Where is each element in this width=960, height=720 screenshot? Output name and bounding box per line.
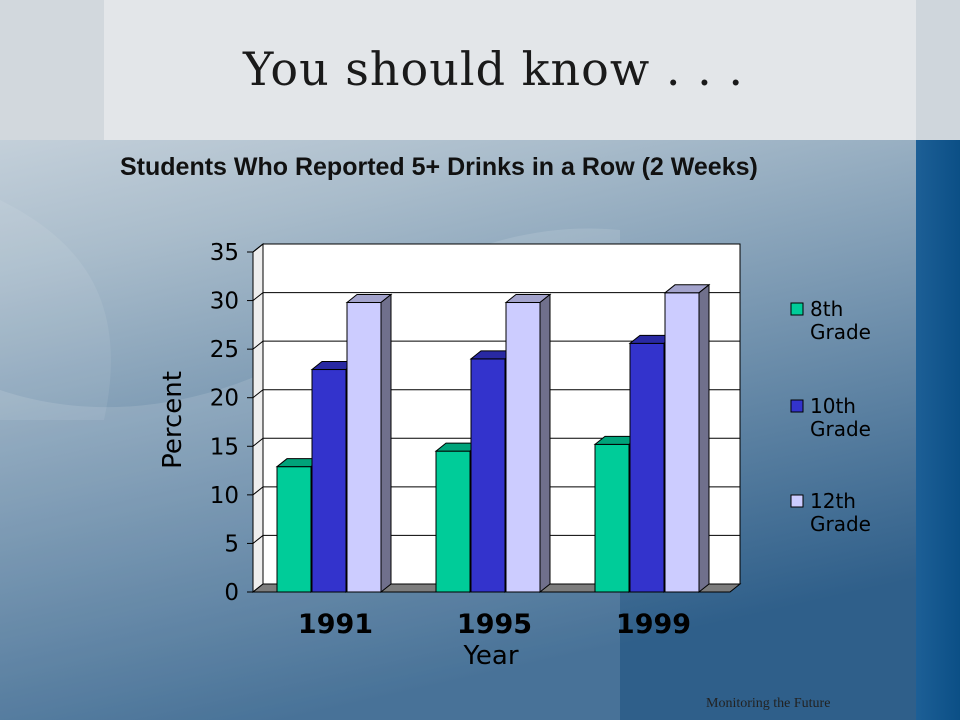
bar-front (276, 466, 312, 593)
gridline (252, 340, 740, 350)
gridline (252, 292, 740, 301)
gridline (252, 534, 740, 544)
gridlines (252, 243, 740, 544)
bar-front (311, 369, 347, 593)
bar-front (629, 342, 665, 593)
chart-title: Students Who Reported 5+ Drinks in a Row… (120, 153, 758, 181)
y-tick-label: 10 (210, 483, 239, 509)
gridline (252, 437, 740, 447)
source-note: Monitoring the Future (706, 696, 831, 711)
y-tick-label: 0 (224, 580, 239, 606)
bar-side (380, 293, 392, 594)
bar-side (698, 283, 710, 594)
bar-front (346, 302, 382, 593)
slide-title: You should know . . . (243, 42, 744, 96)
y-tick-label: 30 (210, 289, 239, 315)
y-tick-label: 35 (210, 240, 239, 266)
legend-label: 10th Grade (810, 394, 871, 441)
x-axis-label: Year (462, 641, 518, 671)
bars (275, 283, 711, 594)
x-tick-label: 1991 (298, 609, 373, 640)
y-axis-label: Percent (158, 371, 188, 469)
legend: 8th Grade 10th Grade 12th Grade (790, 297, 871, 536)
y-tick-label: 5 (224, 531, 239, 557)
legend-swatch (790, 494, 804, 508)
y-tick-label: 25 (210, 337, 239, 363)
bar-front (594, 443, 630, 593)
legend-label: 12th Grade (810, 489, 871, 536)
legend-swatch (790, 302, 804, 316)
bar-front (435, 450, 471, 593)
x-tick-label: 1995 (457, 609, 532, 640)
x-tick-label: 1999 (616, 609, 691, 640)
gridline (252, 389, 740, 399)
axes: 0 5 10 15 20 25 30 35 1991 1995 1999 Year Percent (158, 240, 691, 671)
legend-swatch (790, 399, 804, 413)
y-tick-label: 20 (210, 386, 239, 412)
bar-front (505, 302, 541, 593)
bar-side (539, 293, 551, 594)
y-tick-label: 15 (210, 434, 239, 460)
gridline (252, 486, 740, 496)
bar-front (470, 358, 506, 593)
gridline (252, 243, 740, 253)
legend-label: 8th Grade (810, 297, 871, 344)
bar-front (664, 292, 700, 593)
